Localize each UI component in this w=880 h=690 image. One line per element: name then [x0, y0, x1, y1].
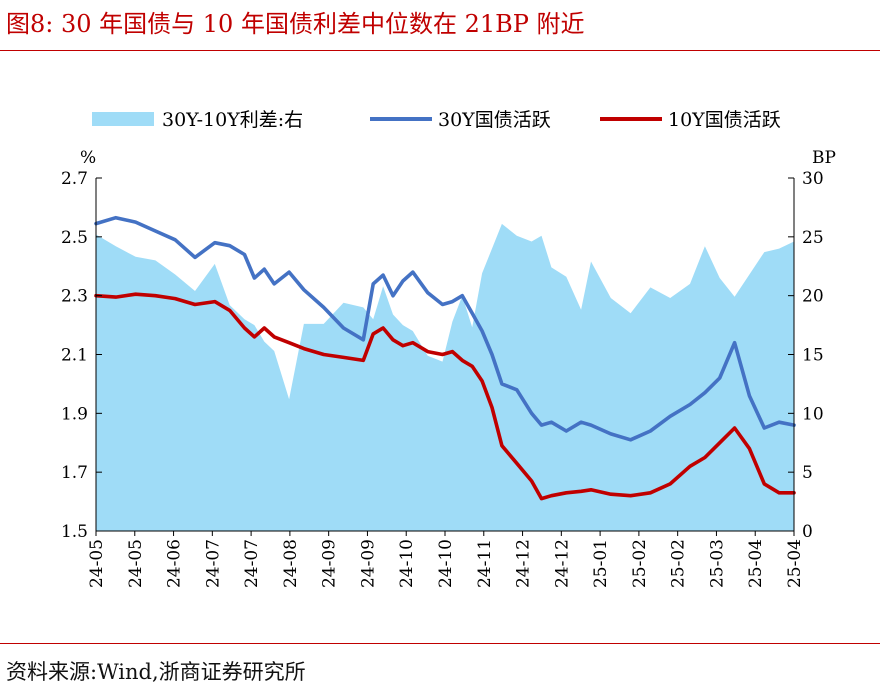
- x-tick-label: 24-10: [397, 539, 417, 588]
- legend: 30Y-10Y利差:右 30Y国债活跃 10Y国债活跃: [92, 109, 781, 131]
- x-tick-label: 25-03: [707, 539, 727, 588]
- x-tick-label: 24-05: [126, 539, 146, 588]
- x-tick-label: 24-09: [358, 539, 378, 588]
- legend-10y: 10Y国债活跃: [668, 109, 781, 131]
- right-tick-label: 20: [802, 287, 824, 307]
- x-tick-label: 25-02: [630, 539, 650, 588]
- x-tick-label: 24-07: [203, 539, 223, 588]
- legend-30y: 30Y国债活跃: [438, 109, 551, 131]
- right-tick-label: 15: [802, 346, 824, 366]
- left-axis-unit: %: [80, 148, 96, 168]
- right-axis-unit: BP: [812, 148, 836, 168]
- tick-layer: 1.5 1.7 1.9 2.1 2.3 2.5 2.7 0 5 10 15 20 25 30% BP 24-0…: [61, 148, 836, 588]
- x-tick-label: 25-04: [785, 539, 805, 588]
- x-tick-label: 24-10: [436, 539, 456, 588]
- x-tick-label: 25-04: [746, 539, 766, 588]
- x-tick-label: 25-02: [669, 539, 689, 588]
- x-tick-label: 24-05: [87, 539, 107, 588]
- title-divider: [0, 50, 880, 51]
- left-tick-label: 1.9: [61, 404, 88, 424]
- line-layer: [94, 215, 796, 501]
- right-tick-label: 0: [802, 522, 813, 542]
- right-tick-label: 25: [802, 228, 824, 248]
- x-tick-label: 24-06: [165, 539, 185, 588]
- x-tick-label: 24-11: [475, 539, 495, 588]
- series-30y-line: [94, 215, 796, 442]
- footer-divider: [0, 643, 880, 644]
- left-tick-label: 2.5: [61, 228, 88, 248]
- series-10y-line: [94, 292, 796, 501]
- left-tick-label: 2.3: [61, 287, 88, 307]
- legend-swatch: [92, 112, 154, 126]
- x-tick-label: 24-07: [242, 539, 262, 588]
- right-tick-label: 5: [802, 463, 813, 483]
- spread-chart: 1.5 1.7 1.9 2.1 2.3 2.5 2.7 0 5 10 15 20 25 30% BP 24-0…: [61, 109, 836, 588]
- legend-spread: 30Y-10Y利差:右: [162, 109, 303, 131]
- page-title: 图8: 30 年国债与 10 年国债利差中位数在 21BP 附近: [6, 10, 585, 38]
- left-tick-label: 2.7: [61, 169, 88, 189]
- x-tick-label: 24-12: [552, 539, 572, 588]
- left-tick-label: 1.7: [61, 463, 88, 483]
- x-tick-label: 24-09: [320, 539, 340, 588]
- source-note: 资料来源:Wind,浙商证券研究所: [6, 660, 306, 684]
- right-tick-label: 10: [802, 404, 824, 424]
- left-tick-label: 1.5: [61, 522, 88, 542]
- area-layer: [96, 223, 794, 531]
- left-tick-label: 2.1: [61, 346, 88, 366]
- x-tick-label: 24-08: [281, 539, 301, 588]
- series-spread-area: [96, 223, 794, 531]
- x-tick-label: 25-01: [591, 539, 611, 588]
- x-tick-label: 24-12: [514, 539, 534, 588]
- right-tick-label: 30: [802, 169, 824, 189]
